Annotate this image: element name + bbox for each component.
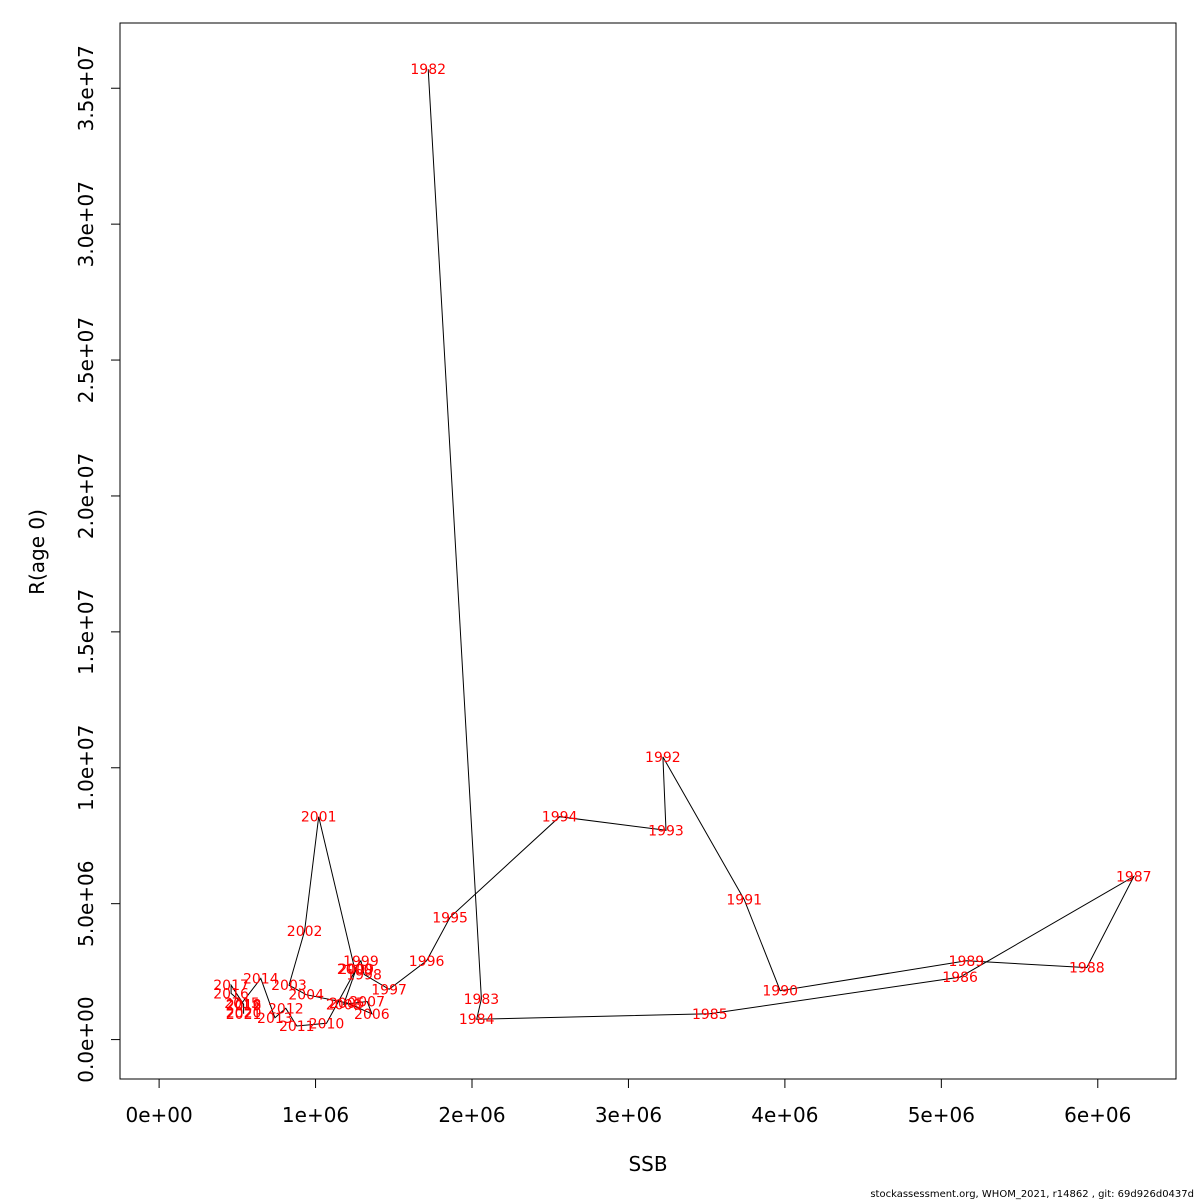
point-label-2003: 2003	[271, 978, 307, 994]
y-tick-label: 0.0e+00	[74, 996, 98, 1082]
point-label-2008: 2008	[326, 997, 362, 1013]
x-axis: 0e+00 1e+06 2e+06 3e+06 4e+06 5e+06 6e+06	[125, 1078, 1131, 1127]
y-axis: 0.0e+00 5.0e+06 1.0e+07 1.5e+07 2.0e+07 2.5e+…	[74, 45, 121, 1083]
y-axis-label: R(age 0)	[25, 509, 49, 595]
point-label-2002: 2002	[287, 924, 323, 940]
point-label-2013: 2013	[257, 1011, 293, 1027]
point-label-1994: 1994	[542, 810, 578, 826]
y-tick-label: 2.5e+07	[74, 317, 98, 403]
point-label-2018: 2018	[226, 997, 262, 1013]
y-tick-label: 3.0e+07	[74, 181, 98, 267]
plot-frame	[119, 22, 1177, 1080]
point-label-2015: 2015	[224, 996, 260, 1012]
point-label-1983: 1983	[464, 992, 500, 1008]
x-tick-label: 3e+06	[595, 1103, 662, 1127]
point-label-2009: 2009	[338, 962, 374, 978]
x-tick-label: 4e+06	[751, 1103, 818, 1127]
x-tick-label: 2e+06	[438, 1103, 505, 1127]
y-tick-label: 2.0e+07	[74, 453, 98, 539]
point-label-1991: 1991	[726, 893, 762, 909]
point-label-1988: 1988	[1069, 961, 1105, 977]
point-label-2004: 2004	[288, 988, 324, 1004]
x-tick-label: 0e+00	[125, 1103, 192, 1127]
point-label-2019: 2019	[226, 999, 262, 1015]
y-tick-label: 1.5e+07	[74, 589, 98, 675]
y-tick-label: 3.5e+07	[74, 45, 98, 131]
point-label-2020: 2020	[226, 1005, 262, 1021]
point-label-2005: 2005	[329, 996, 365, 1012]
point-label-1987: 1987	[1116, 869, 1152, 885]
point-label-1984: 1984	[459, 1012, 495, 1028]
point-label-1996: 1996	[409, 954, 445, 970]
point-label-1993: 1993	[648, 823, 684, 839]
y-tick-label: 5.0e+06	[74, 861, 98, 947]
point-label-2010: 2010	[309, 1016, 345, 1032]
point-label-1995: 1995	[432, 910, 468, 926]
point-label-1998: 1998	[346, 967, 382, 983]
point-label-2001: 2001	[301, 810, 337, 826]
point-label-1986: 1986	[942, 970, 978, 986]
point-label-1992: 1992	[645, 750, 681, 766]
series-line	[230, 69, 1136, 1027]
point-label-2007: 2007	[349, 995, 385, 1011]
point-label-1982: 1982	[410, 62, 446, 78]
x-axis-label: SSB	[628, 1152, 667, 1176]
point-label-2006: 2006	[354, 1007, 390, 1023]
x-tick-label: 5e+06	[908, 1103, 975, 1127]
point-label-2016: 2016	[213, 986, 249, 1002]
point-label-1990: 1990	[762, 984, 798, 1000]
y-tick-label: 1.0e+07	[74, 725, 98, 811]
point-labels-group: 1982 1983 1984 1985 1986 1987 1988 1989 1990 1991…	[213, 62, 1151, 1035]
point-label-2014: 2014	[243, 971, 279, 987]
point-label-2021: 2021	[226, 1007, 262, 1023]
point-label-1999: 1999	[343, 954, 379, 970]
point-label-2017: 2017	[213, 978, 249, 994]
footer-credit: stockassessment.org, WHOM_2021, r14862 ,…	[870, 1189, 1194, 1200]
point-label-1985: 1985	[692, 1007, 728, 1023]
point-label-1997: 1997	[371, 982, 407, 998]
x-tick-label: 1e+06	[282, 1103, 349, 1127]
point-label-2000: 2000	[337, 962, 373, 978]
point-label-2011: 2011	[279, 1019, 315, 1035]
point-label-2012: 2012	[268, 1001, 304, 1017]
point-label-1989: 1989	[949, 954, 985, 970]
x-tick-label: 6e+06	[1064, 1103, 1131, 1127]
series-path-group	[230, 69, 1136, 1027]
